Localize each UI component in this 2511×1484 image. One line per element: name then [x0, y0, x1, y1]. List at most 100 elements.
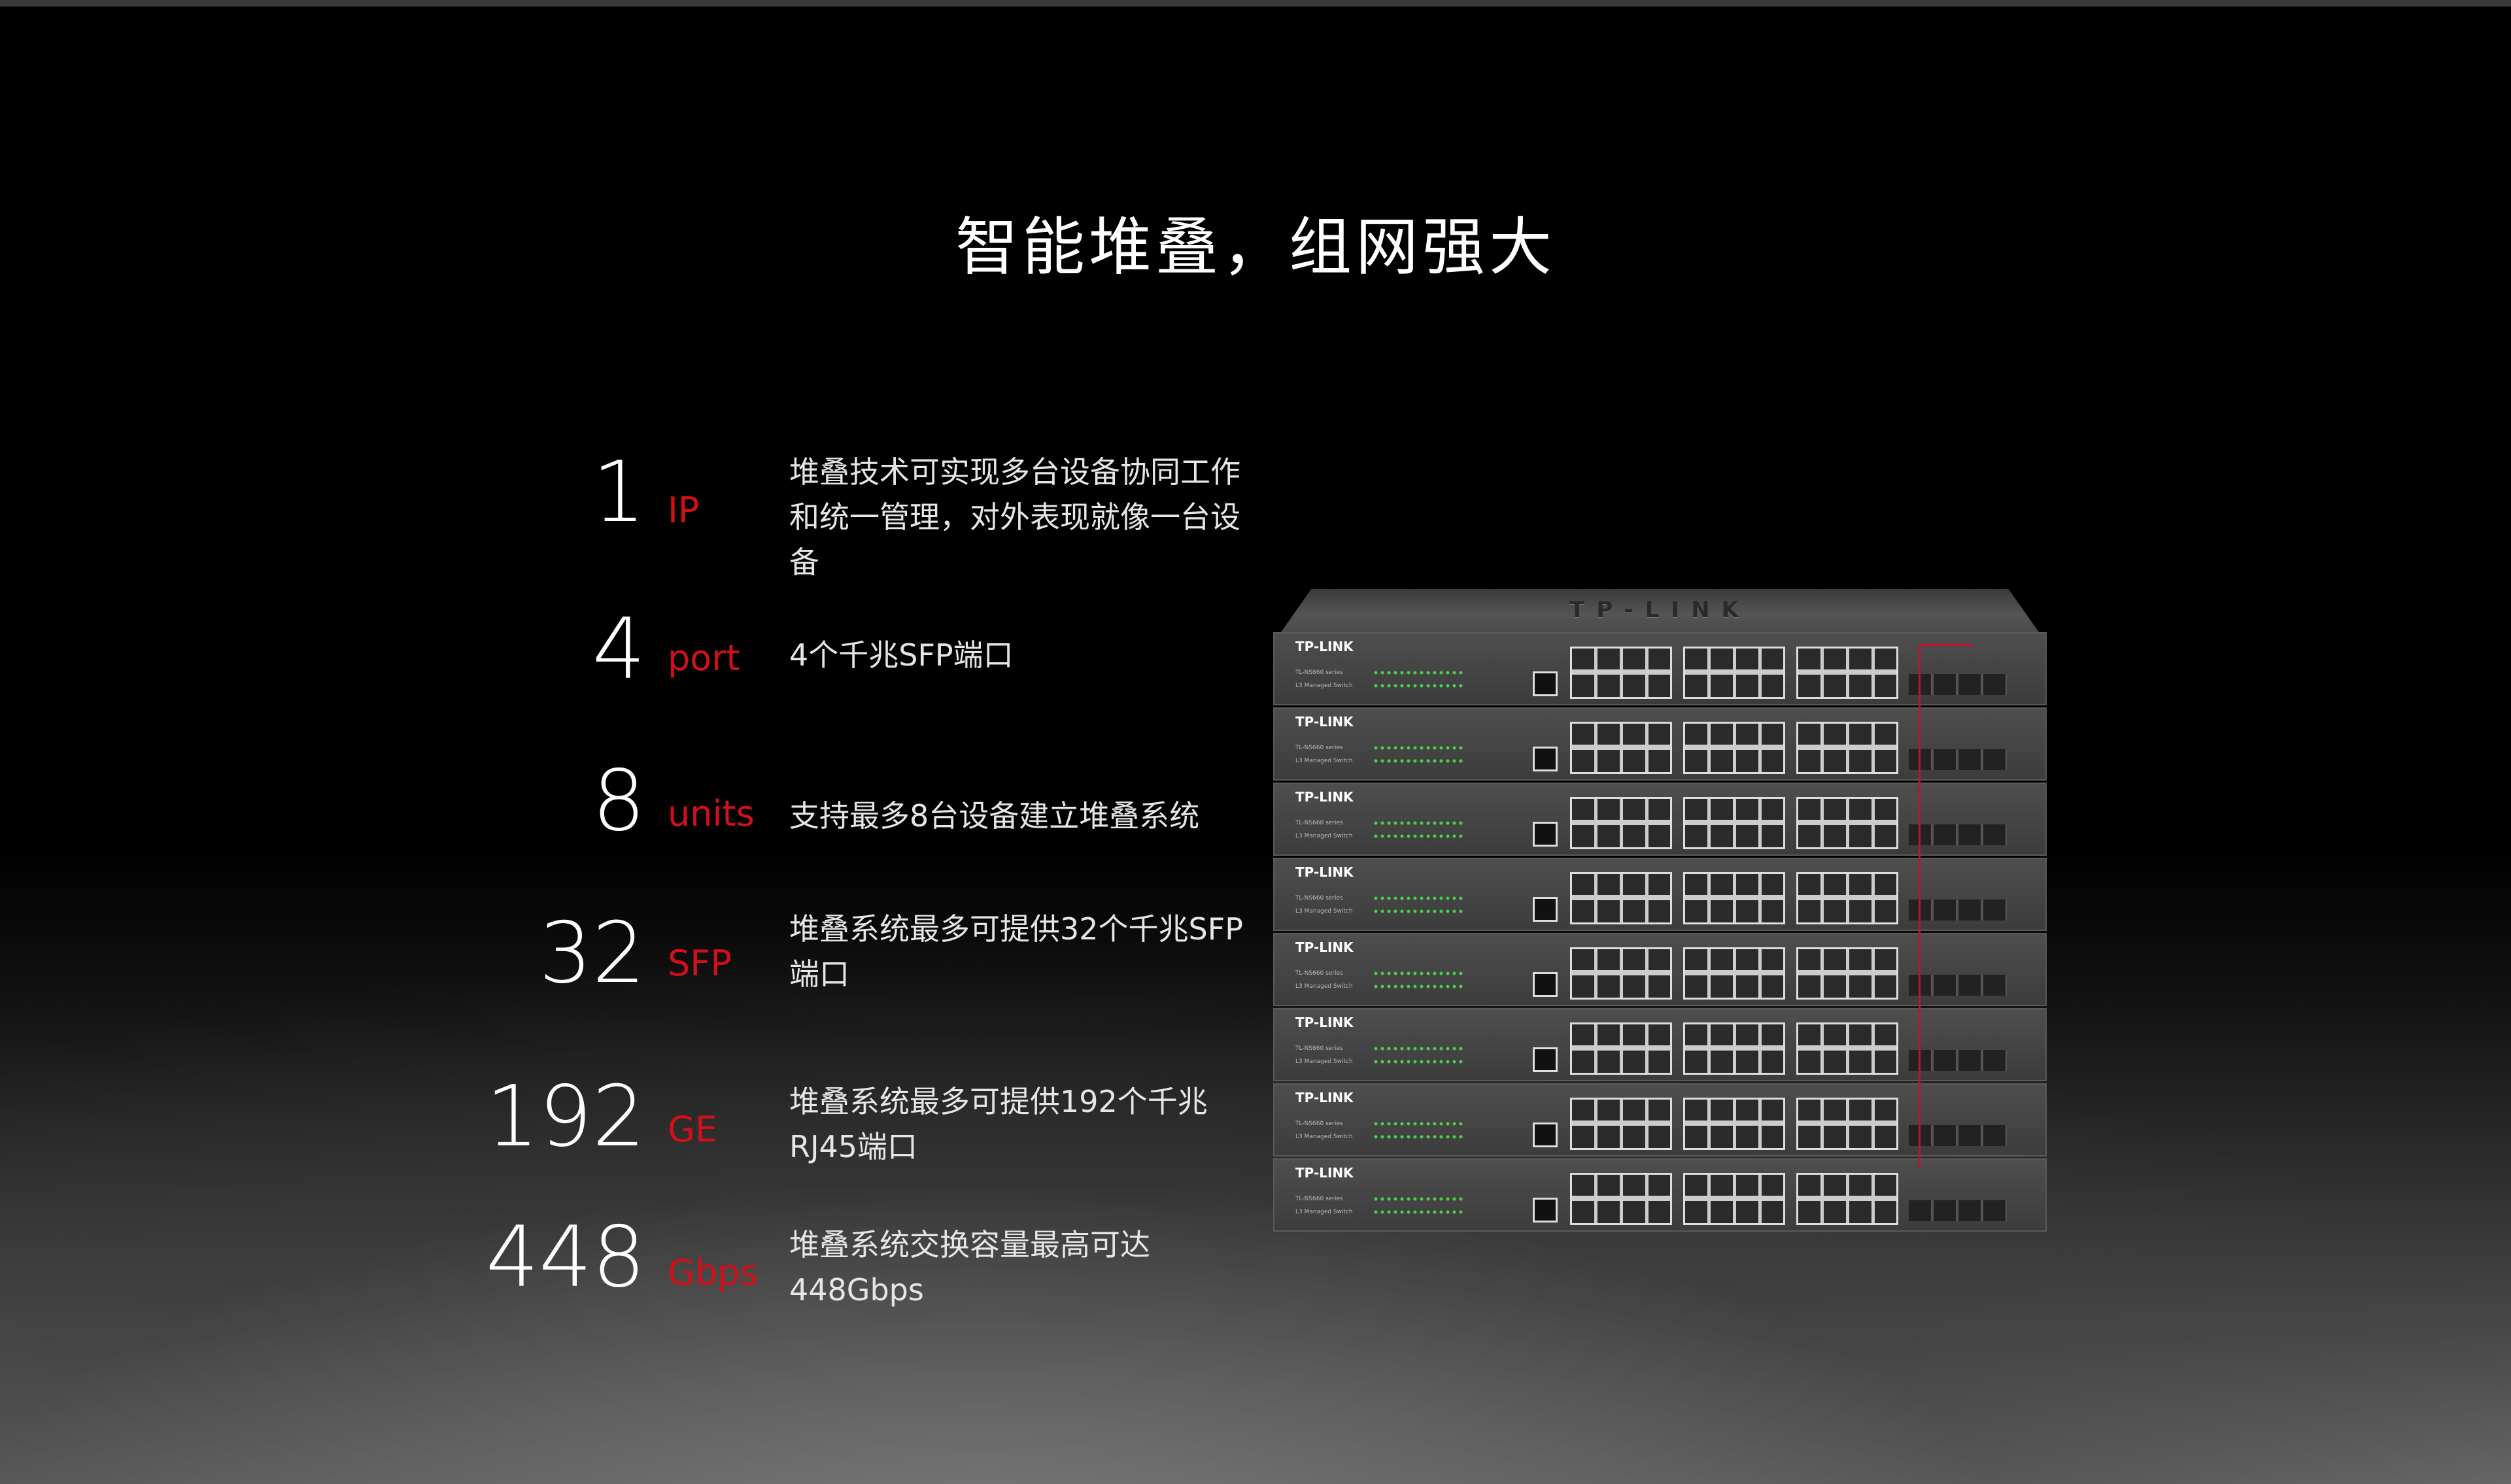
- sfp-ports: [1909, 1200, 2007, 1221]
- rj45-port-group: [1796, 797, 1898, 849]
- feature-description: 支持最多8台设备建立堆叠系统: [789, 798, 1200, 834]
- feature-description: 堆叠系统最多可提供32个千兆SFP端口: [789, 911, 1243, 992]
- status-leds: [1373, 741, 1464, 767]
- switch-unit: TP-LINK TL-NS660 series L3 Managed Switch: [1273, 632, 2047, 705]
- feature-unit: units: [668, 793, 755, 834]
- switch-stack-image: TP-LINK TP-LINK TL-NS660 series L3 Managed…: [1273, 589, 2047, 1236]
- switch-model: TL-NS660 series L3 Managed Switch: [1295, 741, 1353, 767]
- switch-brand: TP-LINK: [1295, 1090, 1354, 1105]
- console-port: [1533, 1198, 1558, 1223]
- switch-unit: TP-LINK TL-NS660 series L3 Managed Switch: [1273, 1158, 2047, 1232]
- model-type: L3 Managed Switch: [1295, 1058, 1353, 1065]
- sfp-ports: [1909, 674, 2007, 695]
- feature-unit: GE: [668, 1109, 717, 1150]
- feature-number: 32: [539, 905, 645, 1002]
- feature-number: 1: [592, 444, 645, 541]
- feature-number: 192: [485, 1068, 645, 1166]
- model-type: L3 Managed Switch: [1295, 983, 1353, 990]
- console-port: [1533, 1047, 1558, 1072]
- switch-unit: TP-LINK TL-NS660 series L3 Managed Switch: [1273, 858, 2047, 931]
- rj45-port-group: [1796, 1173, 1898, 1225]
- switch-model: TL-NS660 series L3 Managed Switch: [1295, 967, 1353, 993]
- sfp-ports: [1909, 900, 2007, 920]
- feature-description: 堆叠技术可实现多台设备协同工作和统一管理，对外表现就像一台设备: [789, 454, 1240, 580]
- model-name: TL-NS660 series: [1295, 1045, 1343, 1052]
- feature-number: 4: [592, 601, 645, 698]
- model-name: TL-NS660 series: [1295, 1121, 1343, 1127]
- console-port: [1533, 747, 1558, 771]
- model-type: L3 Managed Switch: [1295, 758, 1353, 764]
- rj45-port-group: [1683, 872, 1785, 924]
- model-name: TL-NS660 series: [1295, 970, 1343, 977]
- status-leds: [1373, 1117, 1464, 1143]
- switch-unit: TP-LINK TL-NS660 series L3 Managed Switch: [1273, 783, 2047, 856]
- model-name: TL-NS660 series: [1295, 745, 1343, 751]
- model-name: TL-NS660 series: [1295, 820, 1343, 826]
- rj45-port-group: [1796, 647, 1898, 699]
- rj45-port-group: [1796, 872, 1898, 924]
- switch-brand: TP-LINK: [1295, 1165, 1354, 1181]
- rj45-port-group: [1683, 947, 1785, 1000]
- model-name: TL-NS660 series: [1295, 895, 1343, 902]
- status-leds: [1373, 967, 1464, 993]
- model-name: TL-NS660 series: [1295, 1196, 1343, 1202]
- switch-brand: TP-LINK: [1295, 1015, 1354, 1030]
- switch-unit: TP-LINK TL-NS660 series L3 Managed Switch: [1273, 1008, 2047, 1081]
- status-leds: [1373, 1042, 1464, 1068]
- rj45-port-group: [1796, 1098, 1898, 1150]
- model-type: L3 Managed Switch: [1295, 833, 1353, 839]
- status-leds: [1373, 817, 1464, 843]
- rj45-port-group: [1683, 1173, 1785, 1225]
- switch-unit: TP-LINK TL-NS660 series L3 Managed Switch: [1273, 1083, 2047, 1156]
- sfp-ports: [1909, 1050, 2007, 1071]
- rj45-port-group: [1570, 797, 1672, 849]
- switch-unit: TP-LINK TL-NS660 series L3 Managed Switch: [1273, 707, 2047, 781]
- model-type: L3 Managed Switch: [1295, 908, 1353, 915]
- feature-description: 堆叠系统最多可提供192个千兆RJ45端口: [789, 1084, 1208, 1164]
- switch-lid: TP-LINK: [1281, 589, 2039, 632]
- feature-description: 4个千兆SFP端口: [789, 637, 1014, 673]
- model-name: TL-NS660 series: [1295, 669, 1343, 676]
- switch-brand: TP-LINK: [1295, 864, 1354, 880]
- rj45-port-group: [1796, 1022, 1898, 1075]
- feature-unit: SFP: [668, 943, 732, 984]
- switch-model: TL-NS660 series L3 Managed Switch: [1295, 1117, 1353, 1143]
- status-leds: [1373, 892, 1464, 918]
- page-title: 智能堆叠，组网强大: [955, 211, 1556, 284]
- feature-unit: Gbps: [668, 1252, 759, 1293]
- rj45-port-group: [1570, 1098, 1672, 1150]
- rj45-port-group: [1683, 797, 1785, 849]
- switch-unit: TP-LINK TL-NS660 series L3 Managed Switch: [1273, 933, 2047, 1006]
- console-port: [1533, 972, 1558, 997]
- console-port: [1533, 1122, 1558, 1147]
- sfp-ports: [1909, 824, 2007, 845]
- switch-model: TL-NS660 series L3 Managed Switch: [1295, 1192, 1353, 1219]
- status-leds: [1373, 666, 1464, 692]
- feature-number: 448: [485, 1209, 645, 1306]
- feature-unit: IP: [668, 490, 700, 531]
- switch-brand: TP-LINK: [1295, 639, 1354, 654]
- model-type: L3 Managed Switch: [1295, 683, 1353, 689]
- sfp-ports: [1909, 975, 2007, 996]
- rj45-port-group: [1570, 647, 1672, 699]
- console-port: [1533, 897, 1558, 922]
- model-type: L3 Managed Switch: [1295, 1209, 1353, 1215]
- sfp-ports: [1909, 1125, 2007, 1146]
- switch-brand: TP-LINK: [1295, 714, 1354, 730]
- lid-logo: TP-LINK: [1569, 597, 1751, 623]
- switch-model: TL-NS660 series L3 Managed Switch: [1295, 666, 1353, 692]
- top-bar: [0, 0, 2511, 7]
- rj45-port-group: [1570, 1173, 1672, 1225]
- rj45-port-group: [1796, 947, 1898, 1000]
- feature-description: 堆叠系统交换容量最高可达448Gbps: [789, 1227, 1150, 1307]
- feature-number: 8: [592, 752, 645, 850]
- feature-unit: port: [668, 637, 740, 679]
- console-port: [1533, 822, 1558, 847]
- rj45-port-group: [1683, 1022, 1785, 1075]
- switch-model: TL-NS660 series L3 Managed Switch: [1295, 1042, 1353, 1068]
- rj45-port-group: [1683, 1098, 1785, 1150]
- status-leds: [1373, 1192, 1464, 1219]
- stack-cable: [1919, 644, 1973, 1169]
- rj45-port-group: [1683, 647, 1785, 699]
